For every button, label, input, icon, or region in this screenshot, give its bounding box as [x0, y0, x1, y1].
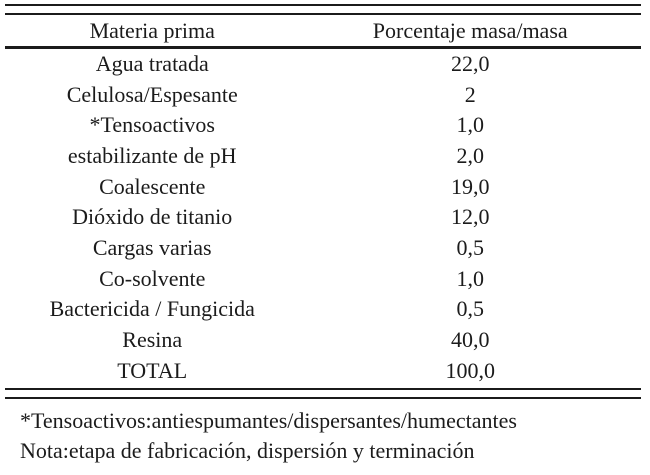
top-rule-outer: [5, 4, 641, 6]
cell-materia-prima: *Tensoactivos: [89, 112, 215, 138]
table-row: Dióxido de titanio 12,0: [5, 202, 641, 233]
cell-porcentaje: 2: [464, 81, 476, 107]
table-footnotes: *Tensoactivos:antiespumantes/dispersante…: [0, 399, 650, 466]
column-header-porcentaje: Porcentaje masa/masa: [372, 17, 568, 43]
bottom-rule-outer: [5, 397, 641, 400]
table-row: estabilizante de pH 2,0: [5, 141, 641, 172]
column-header-materia-prima: Materia prima: [89, 17, 215, 43]
cell-materia-prima: Agua tratada: [95, 50, 209, 76]
header-separator-rule: [5, 46, 641, 49]
cell-porcentaje: 1,0: [456, 265, 484, 291]
cell-porcentaje: 19,0: [450, 173, 490, 199]
table-row: Cargas varias 0,5: [5, 233, 641, 264]
cell-porcentaje: 40,0: [450, 327, 490, 353]
table-row: Bactericida / Fungicida 0,5: [5, 294, 641, 325]
cell-porcentaje: 22,0: [450, 50, 490, 76]
cell-materia-prima: Co-solvente: [99, 265, 206, 291]
cell-materia-prima: Celulosa/Espesante: [66, 81, 238, 107]
cell-porcentaje: 2,0: [456, 142, 484, 168]
cell-porcentaje: 0,5: [456, 296, 484, 322]
table-header-row: Materia prima Porcentaje masa/masa: [5, 15, 641, 46]
table-row: Co-solvente 1,0: [5, 263, 641, 294]
table-row: Celulosa/Espesante 2: [5, 79, 641, 110]
cell-materia-prima: Bactericida / Fungicida: [49, 296, 255, 322]
table-row: Coalescente 19,0: [5, 171, 641, 202]
cell-materia-prima: Coalescente: [99, 173, 206, 199]
cell-porcentaje: 100,0: [445, 357, 495, 383]
cell-porcentaje: 1,0: [456, 112, 484, 138]
table-body: Agua tratada 22,0 Celulosa/Espesante 2 *…: [0, 49, 650, 387]
cell-porcentaje: 0,5: [456, 234, 484, 260]
table-row: Resina 40,0: [5, 325, 641, 356]
cell-materia-prima: Resina: [122, 327, 183, 353]
cell-materia-prima: TOTAL: [117, 357, 188, 383]
table-row: Agua tratada 22,0: [5, 49, 641, 80]
cell-materia-prima: estabilizante de pH: [67, 142, 237, 168]
rule-gap: [0, 6, 650, 13]
cell-materia-prima: Cargas varias: [92, 234, 212, 260]
cell-porcentaje: 12,0: [450, 204, 490, 230]
rule-gap: [0, 390, 650, 397]
footnote-tensoactivos: *Tensoactivos:antiespumantes/dispersante…: [20, 408, 517, 434]
table-row: *Tensoactivos 1,0: [5, 110, 641, 141]
bottom-rule-inner: [5, 388, 641, 391]
cell-materia-prima: Dióxido de titanio: [72, 204, 233, 230]
footnote-nota: Nota:etapa de fabricación, dispersión y …: [20, 438, 475, 464]
table-row: TOTAL 100,0: [5, 355, 641, 386]
top-rule-inner: [5, 13, 641, 15]
